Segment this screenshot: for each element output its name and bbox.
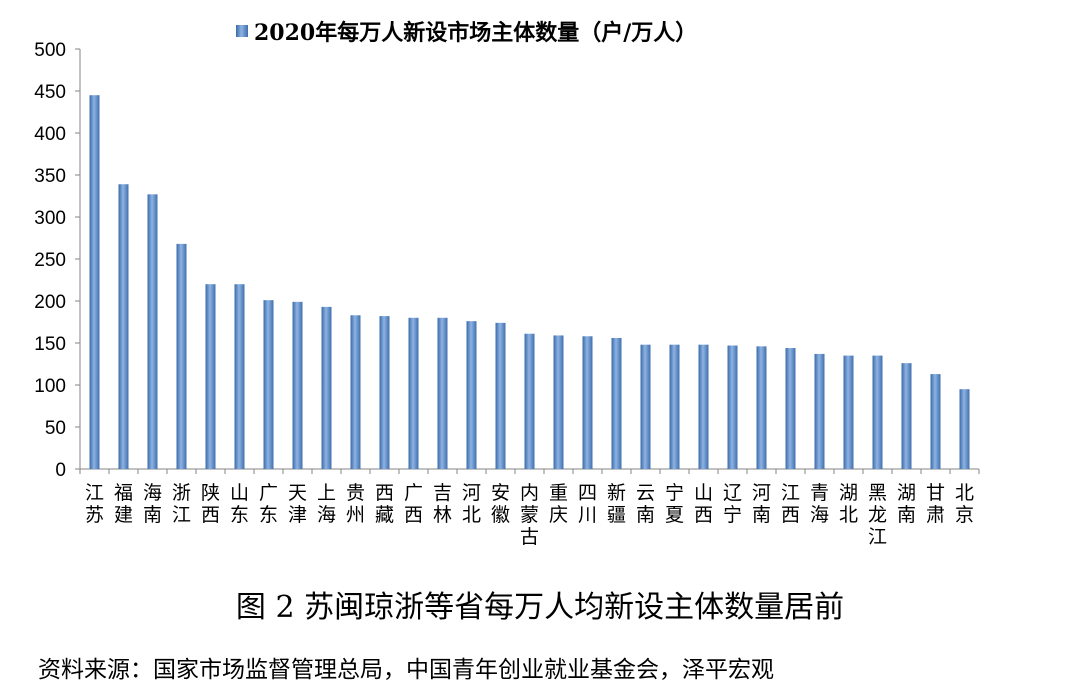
bar-chart: 2020年每万人新设市场主体数量（户/万人） 0 50 100 150 200 250 30…: [34, 20, 980, 548]
bar: [727, 345, 738, 469]
bar: [785, 348, 796, 469]
x-tick-label: 江西: [781, 482, 800, 526]
chart-title: 2020年每万人新设市场主体数量（户/万人）: [254, 20, 697, 46]
chart-legend: 2020年每万人新设市场主体数量（户/万人）: [236, 20, 697, 46]
x-tick-label: 上海: [317, 482, 336, 526]
bar: [959, 389, 970, 469]
x-tick-label: 重庆: [549, 482, 568, 526]
y-tick-label: 250: [34, 250, 66, 271]
x-tick-label: 河北: [462, 482, 481, 526]
x-tick-label: 新疆: [607, 482, 626, 526]
bar: [524, 333, 535, 469]
bar: [118, 184, 129, 470]
bar: [582, 336, 593, 469]
bar: [437, 317, 448, 469]
x-tick-label: 四川: [578, 482, 597, 526]
y-tick-label: 100: [34, 376, 66, 397]
bar: [89, 95, 100, 469]
x-tick-labels: 江苏福建海南浙江陕西山东广东天津上海贵州西藏广西吉林河北安徽内蒙古重庆四川新疆云…: [85, 482, 974, 548]
x-tick-label: 西藏: [375, 482, 394, 526]
bar: [495, 322, 506, 469]
bar: [176, 243, 187, 469]
x-tick-label: 天津: [288, 482, 307, 526]
bars: [89, 95, 970, 470]
x-tick-label: 云南: [636, 482, 655, 526]
x-tick-label: 吉林: [433, 482, 452, 526]
y-axis: 0 50 100 150 200 250 300 350 400 450 500: [34, 40, 81, 481]
y-tick-label: 50: [45, 418, 66, 439]
bar: [901, 363, 912, 469]
x-tick-label: 内蒙古: [520, 482, 539, 548]
x-tick-label: 山西: [694, 482, 713, 526]
x-axis: [79, 468, 980, 474]
x-tick-label: 广西: [404, 482, 423, 526]
bar: [234, 284, 245, 469]
bar: [872, 355, 883, 469]
x-tick-label: 山东: [230, 482, 249, 526]
bar: [930, 374, 941, 469]
x-tick-label: 黑龙江: [868, 482, 887, 548]
bar: [698, 344, 709, 469]
x-tick-label: 福建: [114, 482, 133, 526]
x-tick-label: 湖北: [839, 482, 858, 526]
y-tick-label: 150: [34, 334, 66, 355]
bar: [466, 321, 477, 469]
x-tick-label: 辽宁: [723, 482, 742, 526]
bar: [321, 306, 332, 469]
y-tick-label: 350: [34, 166, 66, 187]
y-tick-label: 400: [34, 124, 66, 145]
y-tick-label: 450: [34, 82, 66, 103]
x-tick-label: 湖南: [897, 482, 916, 526]
bar: [350, 315, 361, 469]
bar: [292, 301, 303, 469]
bar: [147, 194, 158, 469]
x-tick-label: 海南: [143, 482, 162, 526]
source-note: 资料来源：国家市场监督管理总局，中国青年创业就业基金会，泽平宏观: [38, 657, 774, 683]
x-tick-label: 河南: [752, 482, 771, 526]
bar: [263, 300, 274, 469]
bar: [669, 344, 680, 469]
bar: [205, 284, 216, 469]
bar: [756, 346, 767, 469]
x-tick-label: 广东: [259, 482, 278, 526]
bar: [640, 344, 651, 469]
figure-caption: 图 2 苏闽琼浙等省每万人均新设主体数量居前: [235, 590, 845, 625]
x-tick-label: 北京: [955, 482, 974, 526]
bar: [553, 335, 564, 469]
legend-marker: [236, 25, 248, 37]
x-tick-label: 宁夏: [665, 482, 684, 526]
bar: [814, 353, 825, 469]
x-tick-label: 浙江: [172, 482, 191, 526]
bar: [843, 355, 854, 469]
y-tick-label: 200: [34, 292, 66, 313]
bar: [408, 317, 419, 469]
x-tick-label: 陕西: [201, 482, 220, 526]
x-tick-label: 甘肃: [926, 482, 945, 526]
x-tick-label: 安徽: [491, 482, 510, 526]
y-tick-label: 0: [55, 460, 66, 481]
x-tick-label: 江苏: [85, 482, 104, 526]
x-tick-label: 贵州: [346, 482, 365, 526]
bar: [611, 337, 622, 469]
x-tick-label: 青海: [810, 482, 829, 526]
y-tick-label: 300: [34, 208, 66, 229]
bar: [379, 316, 390, 469]
y-tick-label: 500: [34, 40, 66, 61]
